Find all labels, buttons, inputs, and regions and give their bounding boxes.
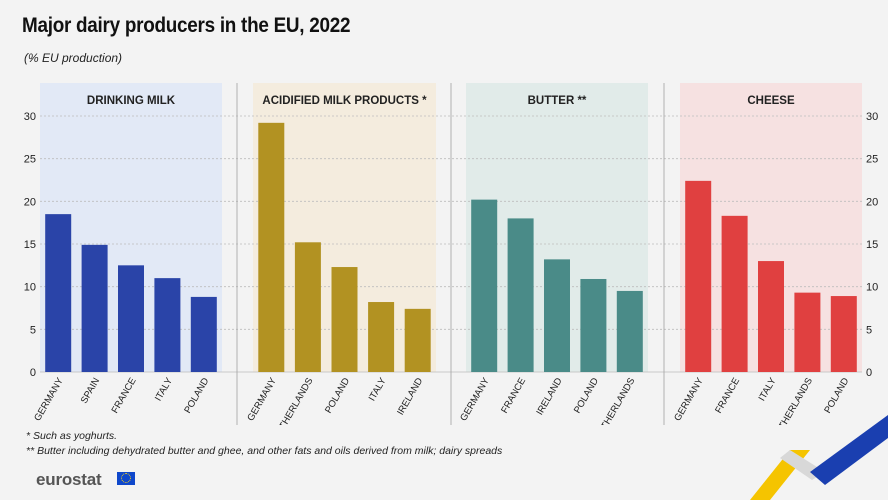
- category-label: ITALY: [367, 375, 389, 403]
- bar: [404, 308, 431, 372]
- y-tick-label-left: 30: [24, 111, 36, 123]
- bar: [368, 302, 395, 372]
- footnote-1: * Such as yoghurts.: [26, 430, 118, 442]
- panel-title: BUTTER **: [528, 95, 587, 107]
- panel-title: DRINKING MILK: [87, 95, 176, 107]
- y-tick-label-right: 5: [866, 324, 872, 336]
- y-tick-label-left: 10: [24, 282, 36, 294]
- y-tick-label-left: 20: [24, 196, 36, 208]
- category-label: ITALY: [153, 375, 175, 403]
- eu-flag-icon: [117, 472, 135, 485]
- bar: [81, 244, 108, 372]
- bar: [45, 214, 72, 372]
- category-label: GERMANY: [672, 375, 706, 423]
- y-tick-label-left: 0: [30, 367, 36, 379]
- category-label: SPAIN: [79, 376, 102, 406]
- panel-title: CHEESE: [747, 95, 795, 107]
- category-label: ITALY: [757, 375, 779, 403]
- category-label: POLAND: [323, 376, 352, 415]
- category-label: POLAND: [182, 376, 211, 415]
- bar: [794, 292, 821, 372]
- bar: [507, 218, 534, 372]
- bar: [580, 278, 607, 372]
- y-tick-label-right: 20: [866, 196, 878, 208]
- chart-area: 0 0 5 5 10 10 15 15 20 20 25 25 30 30 DRINKING MILK GER…: [24, 83, 878, 425]
- bar: [294, 242, 321, 372]
- category-label: FRANCE: [713, 376, 742, 415]
- bar: [118, 265, 144, 372]
- decorative-ribbon-icon: [750, 415, 888, 500]
- bar: [331, 267, 358, 372]
- bar: [258, 122, 285, 373]
- chart-title: Major dairy producers in the EU, 2022: [22, 14, 351, 37]
- y-tick-label-right: 25: [866, 154, 878, 166]
- y-tick-label-right: 30: [866, 111, 878, 123]
- footnote-2: ** Butter including dehydrated butter an…: [26, 445, 503, 457]
- chart-subtitle: (% EU production): [24, 51, 123, 65]
- bar: [544, 259, 570, 372]
- category-label: GERMANY: [245, 375, 279, 423]
- eurostat-logo: eurostat: [36, 470, 102, 489]
- panel-title: ACIDIFIED MILK PRODUCTS *: [262, 95, 427, 107]
- y-tick-label-left: 15: [24, 239, 36, 251]
- y-tick-label-right: 0: [866, 367, 872, 379]
- category-label: FRANCE: [110, 376, 139, 415]
- y-tick-label-right: 10: [866, 282, 878, 294]
- bar: [616, 290, 643, 372]
- y-tick-label-right: 15: [866, 239, 878, 251]
- y-tick-label-left: 25: [24, 154, 36, 166]
- bar: [471, 199, 498, 372]
- bar: [721, 215, 748, 372]
- category-label: GERMANY: [458, 375, 492, 423]
- category-label: GERMANY: [32, 375, 66, 423]
- category-label: POLAND: [572, 376, 601, 415]
- y-tick-label-left: 5: [30, 324, 36, 336]
- bar: [190, 296, 217, 372]
- bar: [758, 261, 784, 372]
- category-label: IRELAND: [395, 376, 425, 417]
- bar: [830, 296, 857, 372]
- category-label: IRELAND: [534, 376, 564, 417]
- category-label: FRANCE: [499, 376, 528, 415]
- bar: [154, 278, 181, 372]
- bar: [685, 180, 712, 372]
